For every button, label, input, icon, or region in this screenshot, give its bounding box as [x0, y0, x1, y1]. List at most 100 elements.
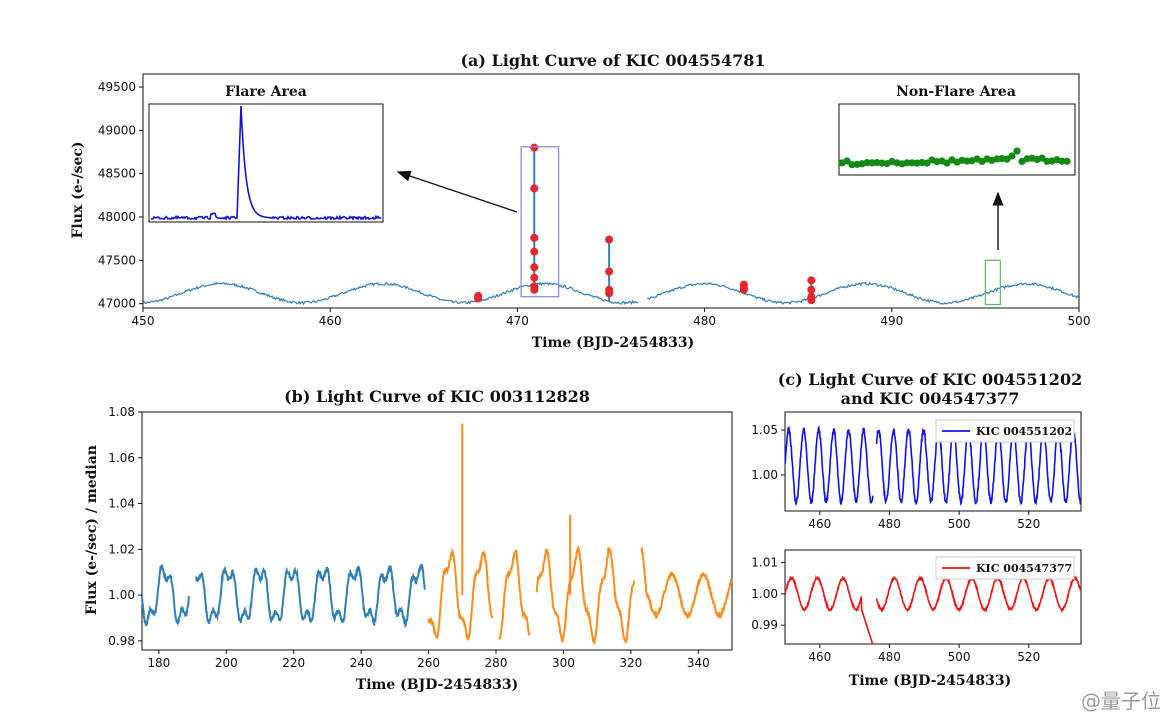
legend-label-c2: KIC 004547377: [976, 562, 1072, 575]
non-flare-point: [1008, 152, 1016, 160]
panel-c-xlabel: Time (BJD-2454833): [849, 673, 1011, 689]
flare-area-inset: Flare Area: [148, 84, 384, 223]
y-tick-label: 48500: [98, 167, 136, 181]
panel-b: (b) Light Curve of KIC 003112828 180 200 2…: [84, 387, 733, 693]
x-tick-label: 520: [1017, 650, 1040, 664]
non-flare-point: [1058, 157, 1066, 165]
panel-c2-frame: [784, 549, 1082, 645]
flare-inset-frame: [148, 103, 384, 223]
x-tick-label: 180: [147, 656, 170, 670]
flare-point: [530, 143, 539, 152]
panel-a-frame: [142, 73, 1080, 309]
panel-b-yticks: 0.98 1.00 1.02 1.04 1.06 1.08: [108, 405, 142, 648]
x-tick-label: 500: [948, 650, 971, 664]
x-tick-label: 450: [132, 314, 155, 328]
panel-c2-series: [784, 574, 1082, 645]
light-curve-line: [640, 545, 733, 620]
x-tick-label: 260: [417, 656, 440, 670]
flare-area-title: Flare Area: [225, 84, 307, 100]
panel-c-title-line1: (c) Light Curve of KIC 004551202: [778, 370, 1082, 389]
x-tick-label: 460: [808, 650, 831, 664]
panel-a-title: (a) Light Curve of KIC 004554781: [460, 51, 765, 70]
light-curve-line: [141, 564, 190, 627]
panel-c2-xticks: 460 480 500 520: [808, 644, 1040, 664]
flare-point: [474, 291, 483, 300]
flare-point: [605, 289, 614, 298]
panel-c1-xticks: 460 480 500 520: [808, 511, 1040, 531]
y-tick-label: 1.00: [751, 587, 778, 601]
non-flare-point: [1063, 157, 1071, 165]
non-flare-point: [903, 159, 911, 167]
panel-b-xticks: 180 200 220 240 260 280 300 320 340: [147, 650, 710, 670]
panel-a: (a) Light Curve of KIC 004554781 450 460 4…: [70, 51, 1090, 351]
x-tick-label: 480: [878, 517, 901, 531]
panel-c1-yticks: 1.00 1.05: [751, 423, 785, 482]
panel-c-title-line2: and KIC 004547377: [841, 389, 1020, 408]
y-tick-label: 1.02: [108, 542, 135, 556]
y-tick-label: 47500: [98, 253, 136, 267]
panel-c2-legend: KIC 004547377: [935, 556, 1075, 580]
panel-a-xticks: 450 460 470 480 490 500: [132, 308, 1091, 328]
y-tick-label: 0.99: [751, 618, 778, 632]
non-flare-highlight-box: [984, 259, 1002, 306]
y-tick-label: 0.98: [108, 634, 135, 648]
panel-c2-yticks: 0.99 1.00 1.01: [751, 556, 785, 632]
x-tick-label: 500: [948, 517, 971, 531]
legend-label-c1: KIC 004551202: [976, 425, 1072, 438]
y-tick-label: 48000: [98, 210, 136, 224]
non-flare-point: [843, 157, 851, 165]
light-curve-line: [784, 424, 874, 507]
legend-box-c2: [935, 556, 1075, 580]
y-tick-label: 1.00: [108, 588, 135, 602]
panel-a-ylabel: Flux (e-/sec): [70, 141, 86, 238]
flare-point: [530, 184, 539, 193]
flare-point: [530, 233, 539, 242]
non-flare-area-title: Non-Flare Area: [896, 84, 1016, 100]
flare-point: [807, 296, 816, 305]
panel-b-ylabel: Flux (e-/sec) / median: [84, 445, 100, 615]
x-tick-label: 500: [1068, 314, 1091, 328]
panel-a-series: [142, 143, 1080, 306]
panel-a-yticks: 47000 47500 48000 48500 49000 49500: [98, 80, 143, 311]
y-tick-label: 1.04: [108, 497, 135, 511]
panel-c1-series: [784, 424, 1082, 507]
y-tick-label: 1.00: [751, 468, 778, 482]
panel-b-series: [141, 423, 733, 646]
panel-a-xlabel: Time (BJD-2454833): [532, 335, 694, 351]
y-tick-label: 1.05: [751, 423, 778, 437]
light-curve-line: [195, 563, 426, 629]
panel-c: (c) Light Curve of KIC 004551202 and KIC…: [751, 370, 1082, 689]
x-tick-label: 480: [878, 650, 901, 664]
y-tick-label: 49000: [98, 123, 136, 137]
flare-point: [530, 263, 539, 272]
non-flare-inset-points: [838, 147, 1071, 169]
panel-b-title: (b) Light Curve of KIC 003112828: [284, 387, 590, 406]
x-tick-label: 460: [808, 517, 831, 531]
y-tick-label: 1.08: [108, 405, 135, 419]
flare-arrow: [396, 170, 518, 213]
x-tick-label: 480: [693, 314, 716, 328]
panel-b-frame: [141, 411, 733, 651]
light-curve-line: [647, 281, 1080, 305]
x-tick-label: 300: [552, 656, 575, 670]
flare-point: [530, 285, 539, 294]
flare-point: [530, 273, 539, 282]
light-curve-line: [427, 547, 494, 641]
x-tick-label: 200: [215, 656, 238, 670]
x-tick-label: 340: [687, 656, 710, 670]
x-tick-label: 460: [319, 314, 342, 328]
x-tick-label: 220: [282, 656, 305, 670]
flare-point: [605, 267, 614, 276]
flare-point: [807, 285, 816, 294]
x-tick-label: 470: [506, 314, 529, 328]
light-curve-line: [784, 574, 874, 645]
flare-inset-line: [150, 105, 382, 221]
light-curve-line: [535, 544, 636, 646]
x-tick-label: 320: [619, 656, 642, 670]
y-tick-label: 49500: [98, 80, 136, 94]
panel-b-xlabel: Time (BJD-2454833): [356, 677, 518, 693]
x-tick-label: 520: [1017, 517, 1040, 531]
flare-point: [739, 285, 748, 294]
light-curve-line: [875, 574, 1082, 614]
